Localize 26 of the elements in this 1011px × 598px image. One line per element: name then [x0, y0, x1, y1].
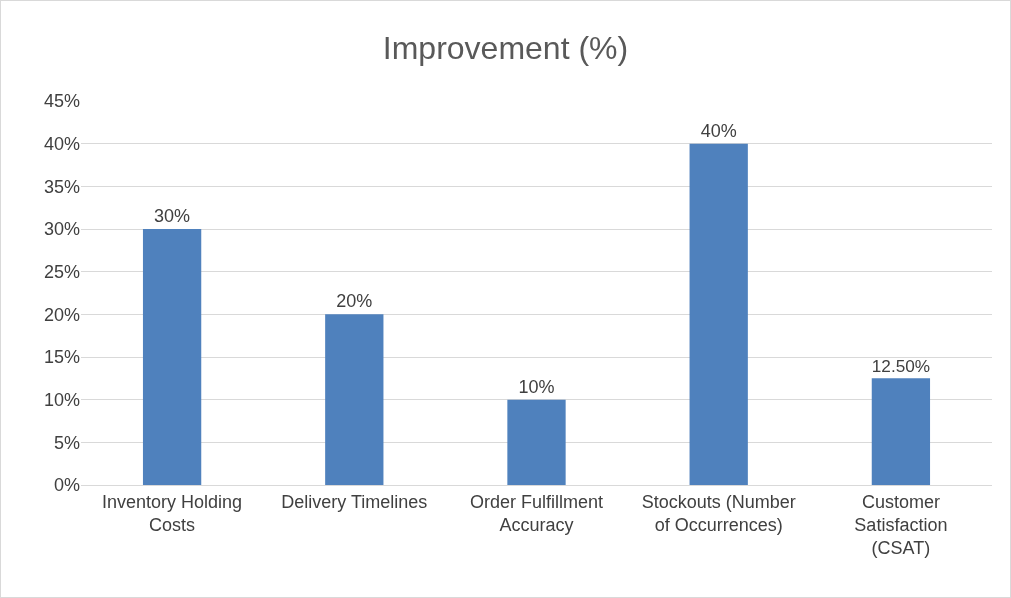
- y-tick-label: 0%: [53, 475, 80, 496]
- bar: [507, 399, 566, 485]
- data-label: 30%: [154, 206, 191, 226]
- x-tick-label: Inventory Holding Costs: [102, 491, 243, 535]
- bar: [142, 229, 202, 485]
- bar: [871, 378, 931, 485]
- bar: [689, 143, 748, 485]
- y-tick-label: 20%: [43, 304, 80, 325]
- y-tick-label: 5%: [53, 432, 80, 453]
- y-tick-label: 10%: [43, 389, 80, 410]
- bar: [325, 314, 384, 485]
- data-label: 10%: [518, 376, 555, 397]
- y-tick-label: 30%: [43, 219, 80, 240]
- x-tick-label: Stockouts (Number of Occurrences): [641, 491, 796, 535]
- y-tick-label: 40%: [43, 133, 80, 154]
- x-tick-label: Customer Satisfaction (CSAT): [854, 491, 948, 559]
- x-tick-label: Delivery Timelines: [281, 491, 428, 512]
- y-tick-label: 25%: [43, 261, 80, 282]
- data-label: 12.50%: [871, 355, 931, 376]
- x-tick-label: Order Fulfillment Accuracy: [469, 491, 604, 535]
- y-tick-label: 35%: [43, 176, 80, 197]
- data-label: 20%: [336, 291, 373, 312]
- y-tick-label: 15%: [43, 347, 80, 368]
- data-label: 40%: [700, 120, 737, 141]
- y-tick-label: 45%: [43, 91, 80, 112]
- chart-title: Improvement (%): [382, 30, 629, 67]
